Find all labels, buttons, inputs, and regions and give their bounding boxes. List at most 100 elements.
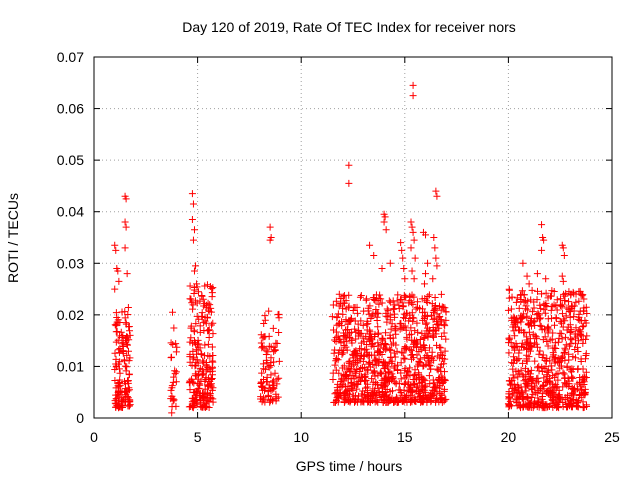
data-point (366, 359, 374, 367)
data-point (204, 382, 212, 390)
data-point (511, 346, 519, 354)
data-point (390, 349, 398, 357)
data-point (397, 388, 405, 396)
data-point (190, 353, 198, 361)
data-point (531, 357, 539, 365)
data-point (524, 394, 532, 402)
data-point (373, 317, 381, 325)
data-point (416, 355, 424, 363)
data-point (574, 399, 582, 407)
data-point (427, 393, 435, 401)
data-point (209, 358, 217, 366)
data-point (541, 309, 549, 317)
x-tick-label: 20 (501, 429, 517, 445)
data-point (383, 305, 391, 313)
data-point (122, 195, 130, 203)
data-point (552, 370, 560, 378)
data-point (438, 332, 446, 340)
data-point (558, 319, 566, 327)
data-point (196, 391, 204, 399)
data-point (169, 397, 177, 405)
data-point (273, 380, 281, 388)
plot-frame (93, 56, 613, 419)
data-point (201, 317, 209, 325)
data-point (344, 326, 352, 334)
data-point (419, 362, 427, 370)
data-point (331, 346, 339, 354)
data-point (381, 213, 389, 221)
data-point (538, 290, 546, 298)
data-point (408, 396, 416, 404)
data-point (428, 348, 436, 356)
data-point (409, 350, 417, 358)
data-point (345, 161, 353, 169)
data-point (422, 270, 430, 278)
data-point (206, 377, 214, 385)
data-point (369, 361, 377, 369)
data-point (560, 252, 568, 260)
data-point (115, 365, 123, 373)
data-point (540, 382, 548, 390)
data-point (337, 339, 345, 347)
data-point (416, 393, 424, 401)
data-point (186, 379, 194, 387)
data-point (189, 305, 197, 313)
data-point (380, 393, 388, 401)
data-point (275, 357, 283, 365)
data-point (567, 340, 575, 348)
data-point (206, 283, 214, 291)
data-point (519, 359, 527, 367)
data-point (395, 301, 403, 309)
data-point (568, 303, 576, 311)
data-point (346, 386, 354, 394)
data-point (196, 328, 204, 336)
data-point (124, 303, 132, 311)
data-point (374, 371, 382, 379)
data-point (571, 345, 579, 353)
data-point (555, 394, 563, 402)
x-tick-label: 25 (604, 429, 620, 445)
data-point (542, 404, 550, 412)
x-tick-label: 10 (293, 429, 309, 445)
data-point (550, 301, 558, 309)
data-point (579, 323, 587, 331)
data-point (520, 377, 528, 385)
data-point (329, 376, 337, 384)
data-point (441, 376, 449, 384)
data-point (528, 394, 536, 402)
data-point (408, 291, 416, 299)
data-point (425, 291, 433, 299)
data-point (510, 353, 518, 361)
data-point (371, 380, 379, 388)
data-point (381, 362, 389, 370)
data-point (527, 317, 535, 325)
data-point (273, 340, 281, 348)
data-point (360, 307, 368, 315)
data-point (537, 305, 545, 313)
data-point (437, 316, 445, 324)
data-point (403, 398, 411, 406)
data-point (541, 333, 549, 341)
data-point (526, 335, 534, 343)
data-point (384, 313, 392, 321)
data-point (569, 386, 577, 394)
data-point (347, 314, 355, 322)
data-point (124, 311, 132, 319)
data-point (264, 388, 272, 396)
data-point (563, 362, 571, 370)
data-point (205, 326, 213, 334)
data-point (385, 373, 393, 381)
data-point (208, 343, 216, 351)
data-point (409, 81, 417, 89)
data-point (192, 320, 200, 328)
data-point (547, 292, 555, 300)
data-point (199, 357, 207, 365)
data-point (521, 364, 529, 372)
data-point (275, 374, 283, 382)
data-point (522, 371, 530, 379)
data-point (201, 282, 209, 290)
data-point (530, 304, 538, 312)
data-point (510, 327, 518, 335)
data-point (399, 254, 407, 262)
data-point (401, 344, 409, 352)
